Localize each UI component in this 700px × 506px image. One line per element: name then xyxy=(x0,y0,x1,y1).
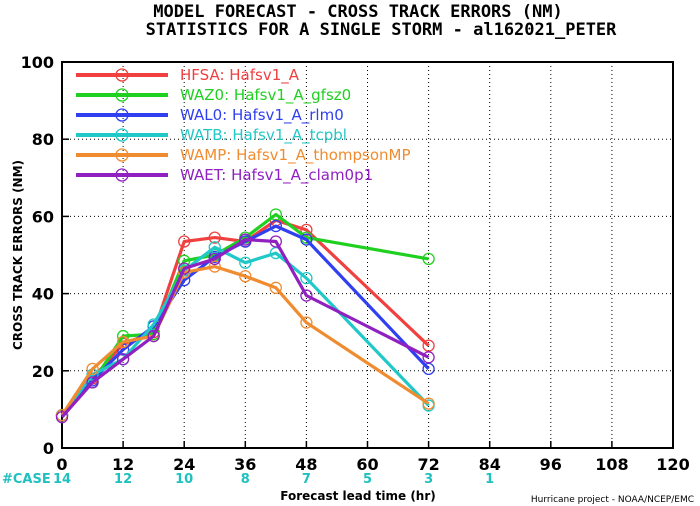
x-tick-label: 108 xyxy=(595,455,628,474)
legend-marker xyxy=(115,168,129,182)
legend-marker xyxy=(115,68,129,82)
y-axis-label: CROSS TRACK ERRORS (NM) xyxy=(11,160,25,350)
data-point xyxy=(178,235,191,248)
data-point xyxy=(55,410,69,424)
legend-label: WAMP: Hafsv1_A_thompsonMP xyxy=(180,146,411,165)
data-point xyxy=(116,335,130,349)
legend-label: WAZ0: Hafsv1_A_gfsz0 xyxy=(180,86,351,105)
x-tick-label: 84 xyxy=(479,455,501,474)
x-tick-label: 72 xyxy=(417,455,439,474)
series-group xyxy=(55,260,435,422)
x-axis-label: Forecast lead time (hr) xyxy=(280,489,436,503)
grid xyxy=(62,62,673,448)
y-tick-label: 40 xyxy=(32,285,54,304)
legend-label: WAET: Hafsv1_A_clam0p1 xyxy=(180,166,373,185)
x-tick-label: 24 xyxy=(173,455,195,474)
legend-marker xyxy=(115,108,129,122)
data-point xyxy=(208,260,221,273)
x-tick-label: 96 xyxy=(540,455,562,474)
x-tick-label: 36 xyxy=(234,455,256,474)
data-point xyxy=(269,219,283,233)
x-tick-label: 0 xyxy=(56,455,67,474)
data-point xyxy=(208,231,221,244)
x-tick-label: 12 xyxy=(112,455,134,474)
data-point xyxy=(178,262,191,275)
case-count: 10 xyxy=(175,472,193,487)
y-tick-label: 100 xyxy=(21,53,54,72)
y-tick-label: 20 xyxy=(32,362,54,381)
y-tick-label: 0 xyxy=(43,439,54,458)
chart-subtitle: STATISTICS FOR A SINGLE STORM - al162021… xyxy=(146,20,618,40)
case-counts: #CASE 14 12 10 8 7 5 3 1 xyxy=(2,472,494,487)
legend-label: WAL0: Hafsv1_A_rlm0 xyxy=(180,106,344,125)
series-group xyxy=(55,233,435,424)
legend-marker xyxy=(115,148,129,162)
data-point xyxy=(300,316,313,329)
data-point xyxy=(86,362,99,376)
axis-ticks: 0 12 24 36 48 60 72 84 96 108 120 0 20 40 60 80 100 xyxy=(21,53,690,474)
data-point xyxy=(422,351,435,364)
data-point xyxy=(422,339,435,352)
case-count: 7 xyxy=(302,472,311,487)
x-tick-label: 60 xyxy=(356,455,378,474)
data-point xyxy=(208,252,221,266)
case-label: #CASE xyxy=(2,472,51,487)
case-count: 5 xyxy=(363,472,372,487)
data-point xyxy=(239,256,252,269)
x-tick-label: 48 xyxy=(295,455,317,474)
series-lines xyxy=(55,208,435,424)
data-point xyxy=(300,289,313,302)
data-point xyxy=(269,235,283,248)
data-point xyxy=(422,252,435,266)
data-point xyxy=(147,329,160,343)
data-point xyxy=(86,376,99,389)
series-line xyxy=(60,265,430,417)
data-point xyxy=(116,353,130,366)
legend-marker xyxy=(115,88,129,102)
chart-title: MODEL FORECAST - CROSS TRACK ERRORS (NM) xyxy=(153,2,562,22)
data-point xyxy=(269,281,283,294)
case-count: 3 xyxy=(424,472,433,487)
legend-label: HFSA: Hafsv1_A xyxy=(180,66,300,85)
legend-marker xyxy=(115,128,129,142)
series-line xyxy=(60,238,430,419)
y-tick-label: 80 xyxy=(32,130,54,149)
data-point xyxy=(422,397,435,410)
case-count: 12 xyxy=(114,472,132,487)
data-point xyxy=(239,233,252,246)
case-count: 1 xyxy=(485,472,494,487)
case-count: 14 xyxy=(53,472,71,487)
credit-text: Hurricane project - NOAA/NCEP/EMC xyxy=(531,495,694,505)
x-tick-label: 120 xyxy=(656,455,689,474)
y-tick-label: 60 xyxy=(32,207,54,226)
legend-label: WATB: Hafsv1_A_tcpbl xyxy=(180,126,347,145)
data-point xyxy=(300,233,313,246)
data-point xyxy=(116,343,130,356)
data-point xyxy=(300,272,313,285)
case-count: 8 xyxy=(241,472,250,487)
data-point xyxy=(300,223,313,237)
data-point xyxy=(239,270,252,283)
